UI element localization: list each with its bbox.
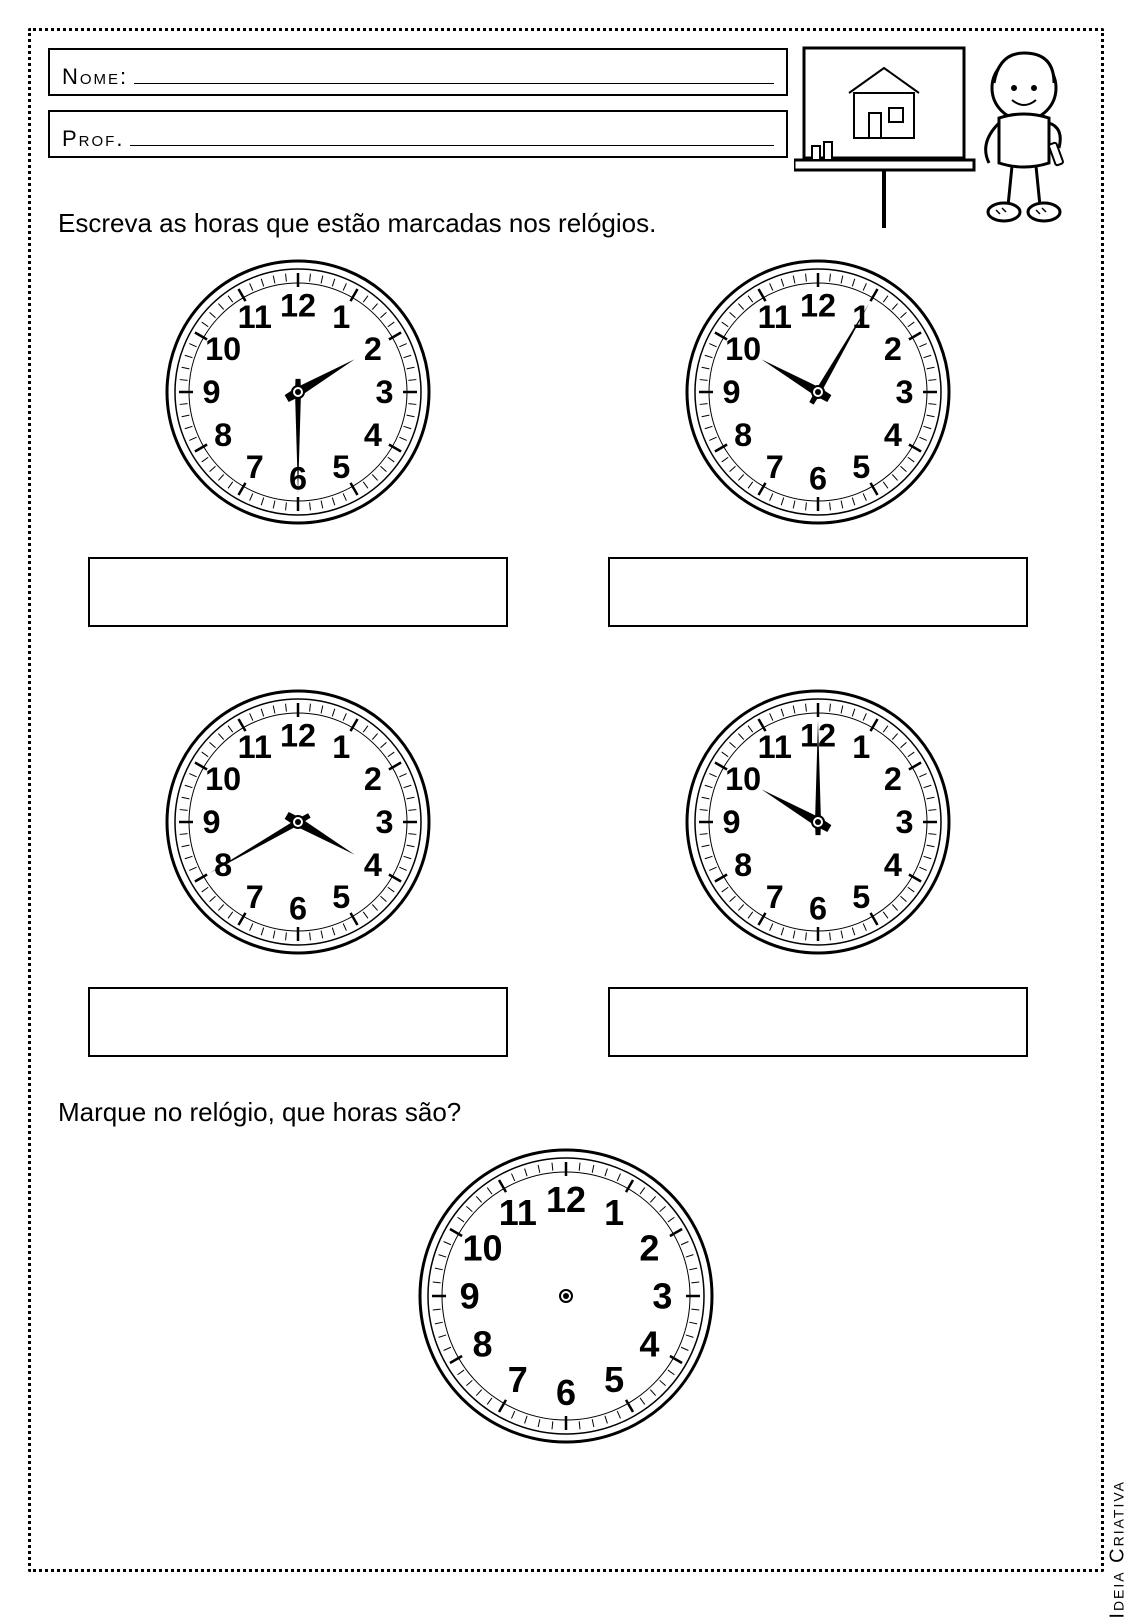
svg-text:12: 12 bbox=[280, 718, 316, 754]
svg-text:10: 10 bbox=[725, 331, 761, 367]
svg-text:2: 2 bbox=[884, 331, 902, 367]
svg-text:7: 7 bbox=[508, 1359, 528, 1400]
name-label: Nome: bbox=[62, 64, 128, 90]
svg-text:4: 4 bbox=[364, 847, 382, 883]
svg-text:6: 6 bbox=[809, 460, 827, 496]
svg-text:10: 10 bbox=[205, 761, 241, 797]
svg-text:5: 5 bbox=[332, 879, 350, 915]
svg-text:7: 7 bbox=[766, 449, 784, 485]
svg-text:9: 9 bbox=[723, 804, 741, 840]
child-easel-illustration bbox=[794, 38, 1094, 238]
svg-text:6: 6 bbox=[556, 1372, 576, 1413]
svg-text:3: 3 bbox=[375, 374, 393, 410]
clock-4: 123456789101112 bbox=[683, 687, 953, 957]
svg-text:7: 7 bbox=[246, 879, 264, 915]
svg-text:9: 9 bbox=[203, 374, 221, 410]
watermark: Ideia Criativa bbox=[1107, 1480, 1130, 1619]
svg-text:5: 5 bbox=[604, 1359, 624, 1400]
svg-text:5: 5 bbox=[852, 879, 870, 915]
answer-box-4[interactable] bbox=[608, 987, 1028, 1057]
svg-text:12: 12 bbox=[280, 288, 316, 324]
svg-text:3: 3 bbox=[895, 804, 913, 840]
svg-text:12: 12 bbox=[800, 288, 836, 324]
prof-label: Prof. bbox=[62, 126, 124, 152]
svg-text:7: 7 bbox=[766, 879, 784, 915]
answer-box-3[interactable] bbox=[88, 987, 508, 1057]
clock-3: 123456789101112 bbox=[163, 687, 433, 957]
svg-text:4: 4 bbox=[884, 847, 902, 883]
clock-row-2: 123456789101112 123456789101112 bbox=[48, 687, 1084, 1057]
clock-1: 123456789101112 bbox=[163, 257, 433, 527]
prof-underline bbox=[130, 145, 774, 146]
svg-text:5: 5 bbox=[332, 449, 350, 485]
bottom-clock-wrap: 123456789101112 bbox=[48, 1146, 1084, 1446]
svg-text:3: 3 bbox=[895, 374, 913, 410]
instruction-2: Marque no relógio, que horas são? bbox=[58, 1097, 1084, 1128]
svg-text:10: 10 bbox=[725, 761, 761, 797]
svg-text:11: 11 bbox=[238, 729, 272, 765]
answer-box-1[interactable] bbox=[88, 557, 508, 627]
svg-text:9: 9 bbox=[460, 1276, 480, 1317]
svg-text:11: 11 bbox=[758, 729, 792, 765]
svg-text:3: 3 bbox=[652, 1276, 672, 1317]
name-field[interactable]: Nome: bbox=[48, 48, 788, 96]
svg-text:4: 4 bbox=[884, 417, 902, 453]
svg-text:8: 8 bbox=[734, 847, 752, 883]
svg-text:1: 1 bbox=[332, 729, 350, 765]
svg-text:2: 2 bbox=[639, 1227, 659, 1268]
svg-text:6: 6 bbox=[809, 890, 827, 926]
svg-text:10: 10 bbox=[205, 331, 241, 367]
svg-text:1: 1 bbox=[332, 299, 350, 335]
clock-2: 123456789101112 bbox=[683, 257, 953, 527]
svg-text:3: 3 bbox=[375, 804, 393, 840]
svg-text:4: 4 bbox=[639, 1324, 659, 1365]
svg-text:7: 7 bbox=[246, 449, 264, 485]
svg-text:8: 8 bbox=[214, 417, 232, 453]
svg-text:6: 6 bbox=[289, 890, 307, 926]
svg-text:2: 2 bbox=[364, 761, 382, 797]
svg-text:1: 1 bbox=[604, 1192, 624, 1233]
svg-text:10: 10 bbox=[463, 1227, 503, 1268]
svg-text:9: 9 bbox=[203, 804, 221, 840]
clock-5[interactable]: 123456789101112 bbox=[416, 1146, 716, 1446]
svg-text:11: 11 bbox=[238, 299, 272, 335]
svg-text:4: 4 bbox=[364, 417, 382, 453]
clock-row-1: 123456789101112 123456789101112 bbox=[48, 257, 1084, 627]
svg-text:11: 11 bbox=[499, 1192, 537, 1233]
name-underline bbox=[134, 83, 774, 84]
prof-field[interactable]: Prof. bbox=[48, 110, 788, 158]
svg-text:5: 5 bbox=[852, 449, 870, 485]
svg-text:2: 2 bbox=[364, 331, 382, 367]
svg-text:8: 8 bbox=[734, 417, 752, 453]
svg-text:1: 1 bbox=[852, 729, 870, 765]
svg-text:12: 12 bbox=[546, 1179, 586, 1220]
worksheet-page: Nome: Prof. bbox=[0, 0, 1132, 1600]
answer-box-2[interactable] bbox=[608, 557, 1028, 627]
svg-text:8: 8 bbox=[473, 1324, 493, 1365]
content-area: Nome: Prof. bbox=[48, 48, 1084, 1552]
svg-text:9: 9 bbox=[723, 374, 741, 410]
svg-text:2: 2 bbox=[884, 761, 902, 797]
svg-text:11: 11 bbox=[758, 299, 792, 335]
